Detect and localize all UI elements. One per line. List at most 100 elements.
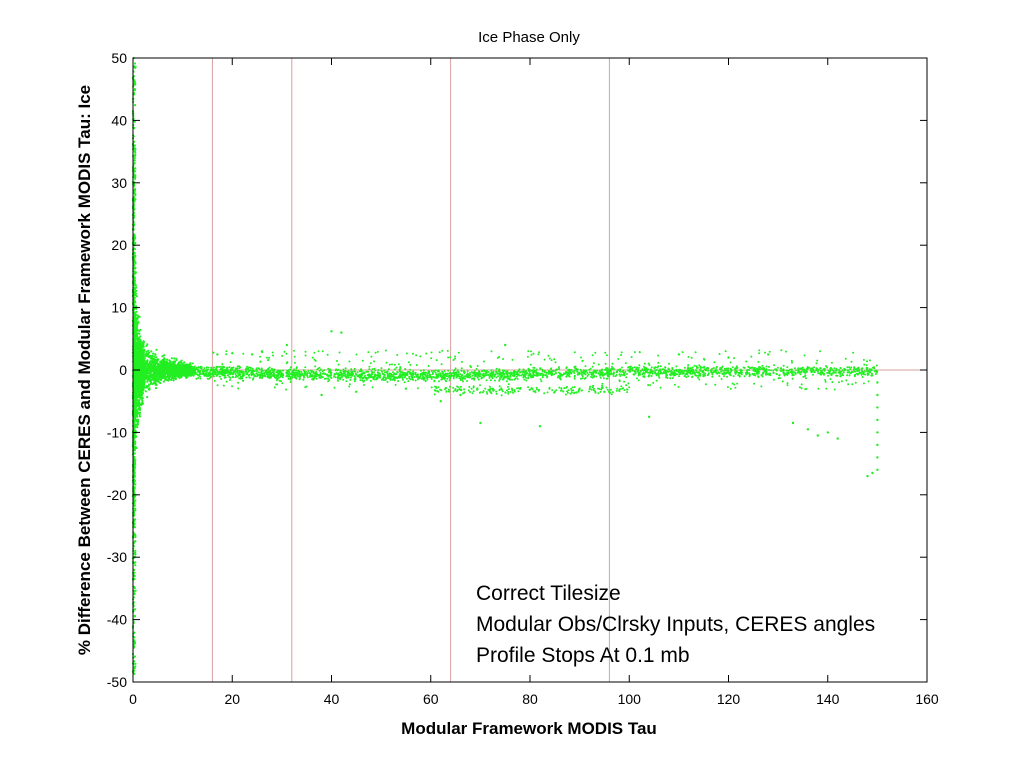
scatter-point-2904 — [158, 376, 161, 379]
scatter-point-4850 — [410, 372, 413, 375]
scatter-point-4268 — [712, 367, 715, 369]
scatter-point-4797 — [197, 370, 199, 373]
scatter-point-3559 — [197, 377, 200, 379]
scatter-point-2800 — [150, 360, 154, 363]
scatter-point-3831 — [689, 372, 692, 375]
scatter-point-2847 — [157, 365, 160, 368]
scatter-point-4918 — [267, 368, 270, 371]
scatter-point-1552 — [134, 564, 137, 567]
scatter-point-4254 — [819, 367, 822, 370]
scatter-point-4518 — [595, 375, 598, 378]
scatter-point-1505 — [133, 89, 136, 92]
scatter-point-1511 — [133, 363, 136, 366]
scatter-point-4912 — [786, 372, 789, 374]
scatter-point-1874 — [144, 390, 147, 393]
scatter-point-1553 — [134, 608, 137, 611]
scatter-point-2725 — [146, 343, 149, 346]
scatter-point-1745 — [133, 641, 136, 644]
scatter-point-4691 — [386, 370, 389, 373]
scatter-point-4820 — [360, 369, 363, 372]
scatter-point-3882 — [404, 368, 407, 370]
scatter-point-1627 — [133, 238, 136, 241]
scatter-point-4962 — [353, 375, 356, 378]
scatter-point-3507 — [289, 366, 292, 369]
scatter-point-3297 — [691, 366, 694, 369]
scatter-point-2782 — [141, 399, 144, 402]
scatter-point-4896 — [180, 376, 182, 379]
scatter-point-4273 — [226, 374, 229, 377]
scatter-point-3177 — [770, 369, 772, 372]
scatter-point-3940 — [364, 374, 367, 377]
scatter-point-1621 — [133, 272, 136, 275]
scatter-point-4540 — [187, 372, 190, 375]
scatter-point-2346 — [154, 383, 157, 386]
scatter-point-2576 — [140, 402, 144, 406]
scatter-point-118 — [135, 286, 138, 289]
scatter-point-4641 — [820, 370, 823, 373]
scatter-point-3344 — [325, 377, 328, 380]
scatter-point-4509 — [490, 371, 493, 374]
scatter-point-2899 — [149, 373, 152, 376]
scatter-point-450 — [139, 335, 142, 338]
scatter-point-1268 — [135, 305, 138, 308]
scatter-point-3056 — [302, 378, 305, 381]
scatter-point-4423 — [699, 367, 702, 370]
scatter-point-4686 — [835, 367, 838, 370]
scatter-point-4819 — [707, 367, 710, 370]
scatter-point-4627 — [622, 369, 625, 372]
scatter-point-3086 — [849, 368, 852, 371]
scatter-point-2936 — [165, 371, 168, 374]
scatter-point-3873 — [670, 370, 673, 373]
scatter-point-4196 — [438, 380, 440, 383]
scatter-point-4455 — [395, 366, 398, 369]
scatter-point-4387 — [242, 372, 245, 375]
scatter-point-4374 — [716, 372, 719, 375]
scatter-point-1732 — [134, 104, 137, 107]
scatter-point-2829 — [155, 348, 158, 351]
scatter-point-1276 — [137, 321, 140, 324]
scatter-point-4248 — [289, 377, 292, 380]
scatter-point-3684 — [308, 372, 311, 374]
scatter-point-4812 — [477, 374, 480, 377]
scatter-point-4524 — [413, 376, 416, 378]
scatter-point-1460 — [134, 345, 137, 348]
scatter-point-4434 — [594, 370, 597, 373]
scatter-point-3562 — [523, 378, 526, 381]
scatter-point-3319 — [726, 375, 729, 378]
scatter-point-2798 — [138, 381, 141, 384]
scatter-point-3451 — [695, 369, 698, 372]
scatter-point-1734 — [133, 667, 136, 670]
scatter-point-2743 — [151, 362, 154, 365]
scatter-point-1444 — [133, 311, 137, 315]
scatter-point-1694 — [133, 401, 136, 404]
scatter-point-3355 — [711, 367, 714, 370]
scatter-point-1719 — [134, 193, 137, 196]
scatter-point-4385 — [666, 376, 669, 379]
scatter-point-3832 — [593, 369, 596, 372]
scatter-point-1570 — [134, 167, 137, 170]
scatter-point-2403 — [137, 356, 140, 359]
scatter-point-3293 — [304, 366, 307, 369]
scatter-point-3892 — [476, 376, 479, 379]
scatter-point-2912 — [154, 368, 157, 371]
scatter-point-4484 — [487, 373, 490, 376]
scatter-point-4935 — [783, 374, 786, 377]
scatter-point-3041 — [768, 369, 771, 372]
scatter-point-2888 — [140, 397, 143, 400]
scatter-point-874 — [136, 418, 139, 421]
scatter-point-1789 — [163, 354, 166, 357]
scatter-point-3971 — [463, 372, 466, 375]
scatter-point-1409 — [134, 261, 137, 264]
scatter-point-1173 — [133, 381, 136, 384]
scatter-point-4732 — [471, 374, 474, 377]
scatter-point-4709 — [371, 371, 374, 374]
scatter-point-4583 — [581, 375, 584, 378]
scatter-point-4907 — [277, 373, 280, 376]
scatter-point-4601 — [612, 375, 615, 377]
scatter-point-3058 — [420, 369, 422, 372]
scatter-point-3880 — [203, 370, 206, 373]
scatter-point-3648 — [456, 369, 459, 372]
scatter-point-4894 — [648, 371, 651, 374]
scatter-point-1664 — [134, 314, 137, 317]
